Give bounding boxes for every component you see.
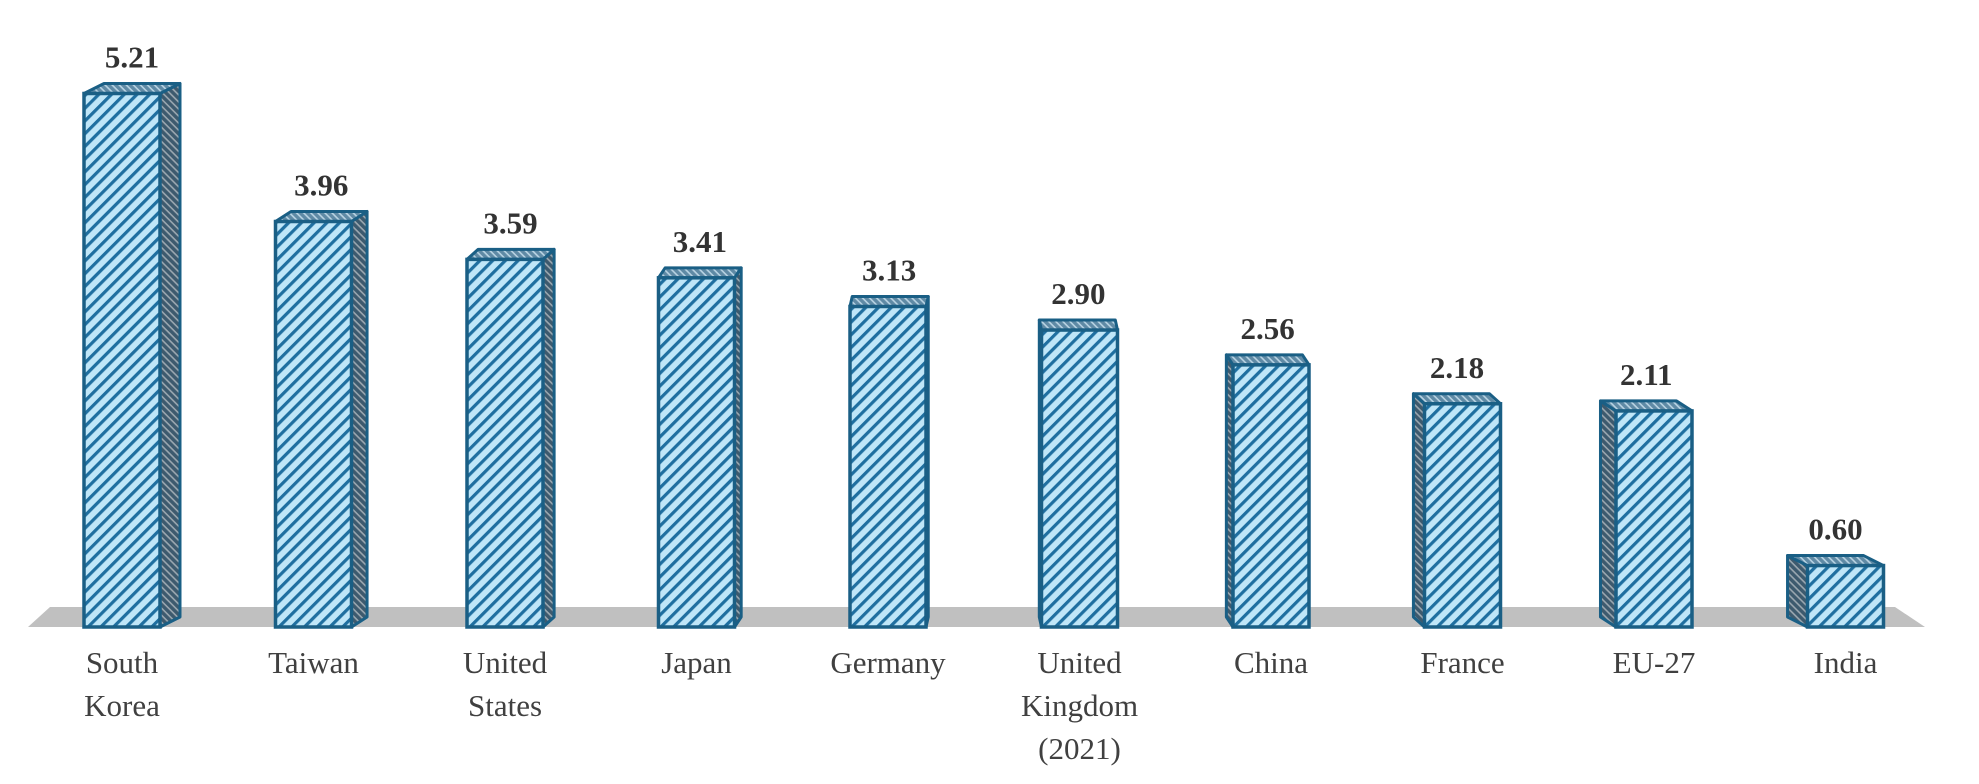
value-label-9: 2.11 [1620, 357, 1673, 392]
bar-7 [1224, 353, 1311, 629]
bar-front-face [1039, 328, 1120, 629]
bar-front-face [273, 219, 354, 629]
bar-side-face [1598, 399, 1618, 629]
category-label-line: United [463, 645, 548, 680]
category-label-line: Japan [661, 645, 732, 680]
category-label-line: (2021) [1038, 731, 1121, 766]
category-label-4: Japan [661, 645, 732, 680]
bar-front-face [465, 257, 545, 629]
category-label-line: South [86, 645, 159, 680]
bar-front-face [1614, 409, 1694, 629]
bar-front-face [1805, 563, 1886, 629]
category-label-9: EU-27 [1613, 645, 1696, 680]
bar-6 [1037, 318, 1120, 629]
category-label-line: France [1420, 645, 1504, 680]
value-label-6: 2.90 [1051, 276, 1105, 311]
category-label-5: Germany [830, 645, 946, 680]
bar-front-face [1231, 363, 1311, 629]
bar-front-face [656, 276, 737, 629]
category-label-2: Taiwan [268, 645, 359, 680]
bar-1 [82, 81, 182, 629]
value-label-4: 3.41 [673, 224, 727, 259]
bar-9 [1598, 399, 1694, 629]
value-label-1: 5.21 [105, 39, 159, 74]
category-label-7: China [1234, 645, 1308, 680]
bar-2 [273, 209, 369, 629]
bar-10 [1786, 554, 1886, 629]
category-label-3: United States [463, 645, 548, 723]
bar-4 [656, 266, 743, 629]
labels-layer: 5.21 South Korea 3.96 Taiwan 3.59 United States… [84, 39, 1877, 766]
bar-front-face [1422, 402, 1503, 629]
value-label-7: 2.56 [1241, 311, 1295, 346]
category-label-line: EU-27 [1613, 645, 1696, 680]
category-label-line: Korea [84, 688, 160, 723]
category-label-line: States [468, 688, 542, 723]
value-label-2: 3.96 [294, 167, 348, 202]
value-label-10: 0.60 [1808, 512, 1862, 547]
bar-side-face [158, 81, 182, 629]
category-label-line: China [1234, 645, 1308, 680]
category-label-10: India [1814, 645, 1878, 680]
bar-3 [465, 247, 556, 629]
bars-layer [82, 81, 1886, 629]
category-label-line: India [1814, 645, 1878, 680]
bar-side-face [1786, 554, 1809, 629]
category-label-6: United Kingdom (2021) [1021, 645, 1138, 766]
category-label-8: France [1420, 645, 1504, 680]
value-label-3: 3.59 [483, 205, 537, 240]
value-label-5: 3.13 [862, 252, 916, 287]
category-label-1: South Korea [84, 645, 160, 723]
category-label-line: United [1037, 645, 1122, 680]
category-label-line: Taiwan [268, 645, 359, 680]
category-label-line: Germany [830, 645, 946, 680]
bar-front-face [82, 91, 162, 629]
bar-5 [848, 294, 930, 629]
category-label-line: Kingdom [1021, 688, 1138, 723]
value-label-8: 2.18 [1430, 350, 1484, 385]
bar-front-face [848, 304, 928, 629]
bar-side-face [350, 209, 369, 629]
bar-8 [1411, 392, 1503, 629]
